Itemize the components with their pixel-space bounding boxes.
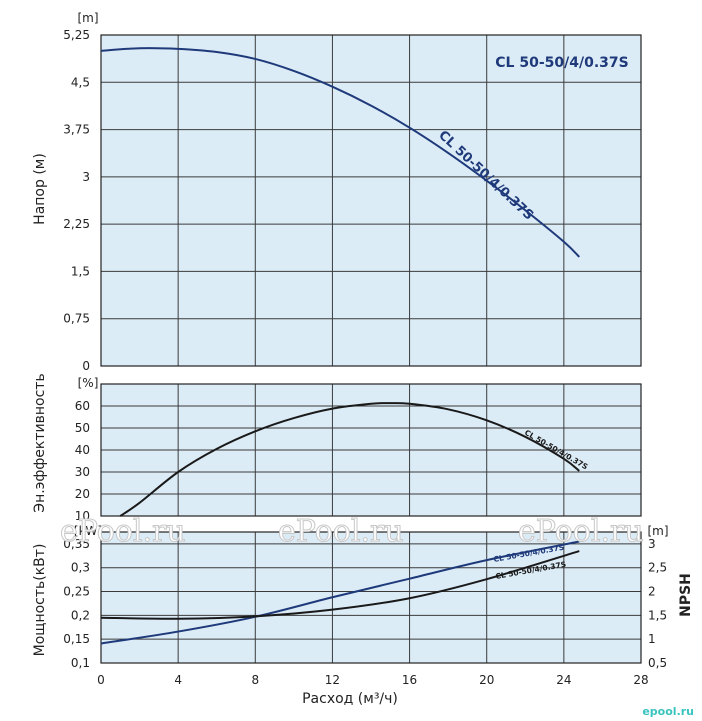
- y-tick-label: 4,5: [71, 75, 90, 89]
- y-tick-label: 0,2: [71, 608, 90, 622]
- y-tick-label: 2: [648, 585, 656, 599]
- power-npsh-panel: 0,1 0,15 0,2 0,25 0,3 0,35 0,5 1 1,5 2 2,5 3 0 4 8 12 16…: [63, 531, 667, 687]
- y-tick-label: 40: [75, 443, 90, 457]
- y-tick-label: 0,25: [63, 585, 90, 599]
- power-y-unit: [kW]: [74, 524, 102, 538]
- y-tick-label: 3: [648, 537, 656, 551]
- x-tick-label: 16: [402, 673, 417, 687]
- plot-area: [101, 532, 641, 663]
- y-tick-label: 0,5: [648, 656, 667, 670]
- x-tick-label: 24: [556, 673, 571, 687]
- plot-frame: [100, 383, 642, 517]
- watermark-text: ePool.ru: [518, 514, 644, 549]
- y-tick-label: 20: [75, 487, 90, 501]
- head-legend-label: CL 50-50/4/0.37S: [495, 55, 628, 71]
- plot-frame: [100, 531, 642, 664]
- npsh-ylabel: NPSH: [678, 573, 694, 617]
- x-tick-label: 8: [251, 673, 259, 687]
- plot-frame: [100, 34, 642, 367]
- plot-area: [101, 35, 641, 366]
- y-tick-label: 0: [82, 359, 90, 373]
- y-tick-label: 1: [648, 632, 656, 646]
- x-tick-label: 28: [633, 673, 648, 687]
- y-tick-label: 0,35: [63, 537, 90, 551]
- npsh-y-unit: [m]: [647, 524, 668, 538]
- head-y-unit: [m]: [77, 11, 98, 25]
- y-tick-label: 2,25: [63, 217, 90, 231]
- x-tick-label: 0: [97, 673, 105, 687]
- efficiency-panel: 10 20 30 40 50 60: [75, 383, 642, 523]
- x-tick-label: 4: [174, 673, 182, 687]
- y-tick-label: 10: [75, 509, 90, 523]
- y-tick-label: 60: [75, 399, 90, 413]
- x-tick-label: 20: [479, 673, 494, 687]
- y-tick-label: 1,5: [648, 608, 667, 622]
- y-tick-label: 0,75: [63, 312, 90, 326]
- head-panel: 0 0,75 1,5 2,25 3 3,75 4,5 5,25: [63, 28, 642, 373]
- y-tick-label: 0,3: [71, 561, 90, 575]
- y-tick-label: 3: [82, 170, 90, 184]
- series-line: [100, 540, 580, 645]
- eff-ylabel: Эн.эффективность: [32, 373, 48, 512]
- y-tick-label: 30: [75, 465, 90, 479]
- series-line: [100, 47, 580, 258]
- brand-logo: epool.ru: [642, 705, 694, 718]
- series-line: [100, 550, 580, 620]
- y-tick-label: 2,5: [648, 561, 667, 575]
- power-ylabel: Мощность(кВт): [32, 544, 48, 657]
- y-tick-label: 0,1: [71, 656, 90, 670]
- head-ylabel: Напор (м): [32, 153, 48, 225]
- y-tick-label: 1,5: [71, 264, 90, 278]
- watermark-text: ePool.ru: [60, 514, 186, 549]
- watermark-text: ePool.ru: [278, 514, 404, 549]
- x-axis-title: Расход (м³/ч): [302, 691, 398, 707]
- series-line: [119, 402, 580, 517]
- y-tick-label: 5,25: [63, 28, 90, 42]
- y-tick-label: 3,75: [63, 123, 90, 137]
- watermark-band: ePool.ru ePool.ru ePool.ru: [60, 514, 645, 550]
- y-tick-label: 50: [75, 421, 90, 435]
- eff-y-unit: [%]: [78, 376, 99, 390]
- x-tick-label: 12: [325, 673, 340, 687]
- y-tick-label: 0,15: [63, 632, 90, 646]
